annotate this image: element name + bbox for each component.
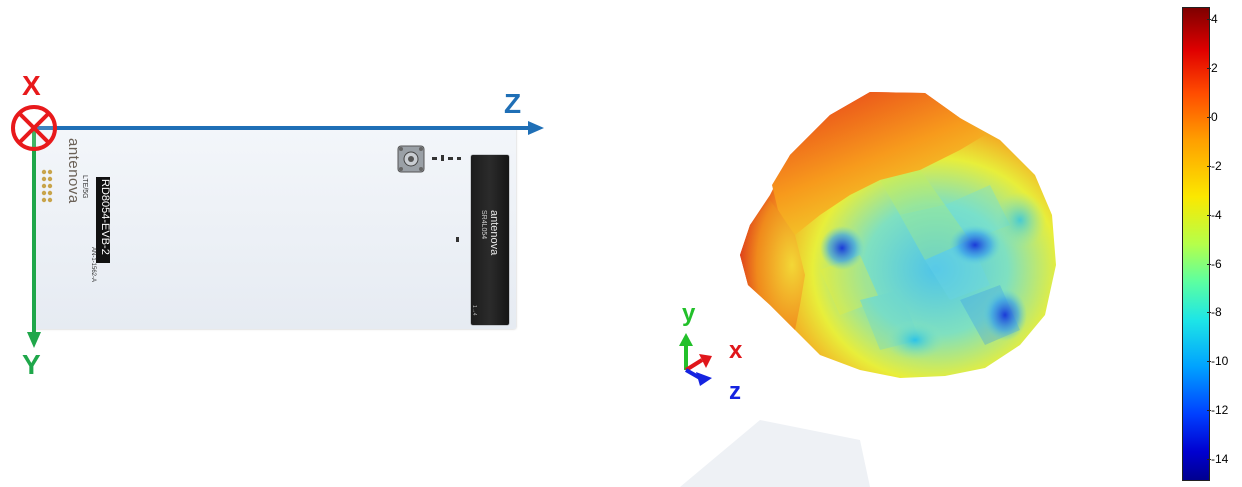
triad-z-arrowhead — [696, 372, 712, 386]
triad-x-arrowhead — [699, 354, 712, 368]
pattern-facets — [820, 170, 1020, 350]
chip-mark: 1→4 — [471, 305, 477, 316]
chip-brand: antenova — [488, 210, 500, 256]
colorbar-tick-label: -4 — [1207, 207, 1222, 222]
pattern-cyan-region — [885, 320, 945, 360]
colorbar-tick-label: 2 — [1207, 61, 1218, 76]
board-brand-sub: LTE/5G — [81, 175, 88, 199]
board-brand-logo: antenova — [65, 138, 82, 204]
x-axis-label: X — [22, 70, 41, 101]
z-axis-label: Z — [504, 88, 522, 119]
background-shadow — [680, 420, 870, 487]
chip-model: SR4L054 — [480, 210, 487, 240]
pattern-null-3 — [983, 289, 1027, 341]
colorbar-tick-label: 0 — [1207, 109, 1218, 124]
colorbar-tick-label: -14 — [1206, 452, 1229, 466]
board-label: RD8054-EVB-2 — [99, 179, 111, 255]
colorbar-tick-label: 4 — [1207, 12, 1218, 27]
z-axis-arrowhead — [528, 121, 544, 135]
axis-triad — [679, 333, 712, 386]
triad-x-line — [684, 358, 704, 372]
colorbar-tick-label: -6 — [1207, 256, 1222, 271]
pattern-cyan-region-2 — [994, 192, 1046, 248]
colorbar-tick-label: -8 — [1207, 305, 1222, 320]
board-label-box — [96, 177, 110, 263]
triad-x-label: x — [729, 337, 743, 364]
colorbar — [1182, 7, 1210, 481]
antenna-chip — [471, 155, 509, 325]
board-label-sub: AN-1-1562-A — [90, 247, 96, 283]
evaluation-board — [34, 128, 516, 329]
colorbar-tick-label: -12 — [1206, 403, 1229, 418]
triad-y-arrowhead — [679, 333, 693, 346]
y-axis-arrowhead — [27, 332, 41, 348]
triad-z-label: z — [729, 378, 741, 405]
colorbar-tick-label: -10 — [1206, 354, 1229, 369]
pattern-null-2 — [820, 226, 864, 270]
pattern-left-lobe — [740, 200, 805, 330]
colorbar-tick-label: -2 — [1207, 158, 1222, 173]
pattern-top-lobe — [772, 92, 985, 235]
y-axis-label: Y — [22, 349, 41, 380]
pattern-null-1 — [949, 225, 1001, 265]
triad-y-label: y — [682, 300, 696, 327]
triad-z-line — [685, 368, 701, 380]
pattern-body — [740, 92, 1056, 378]
